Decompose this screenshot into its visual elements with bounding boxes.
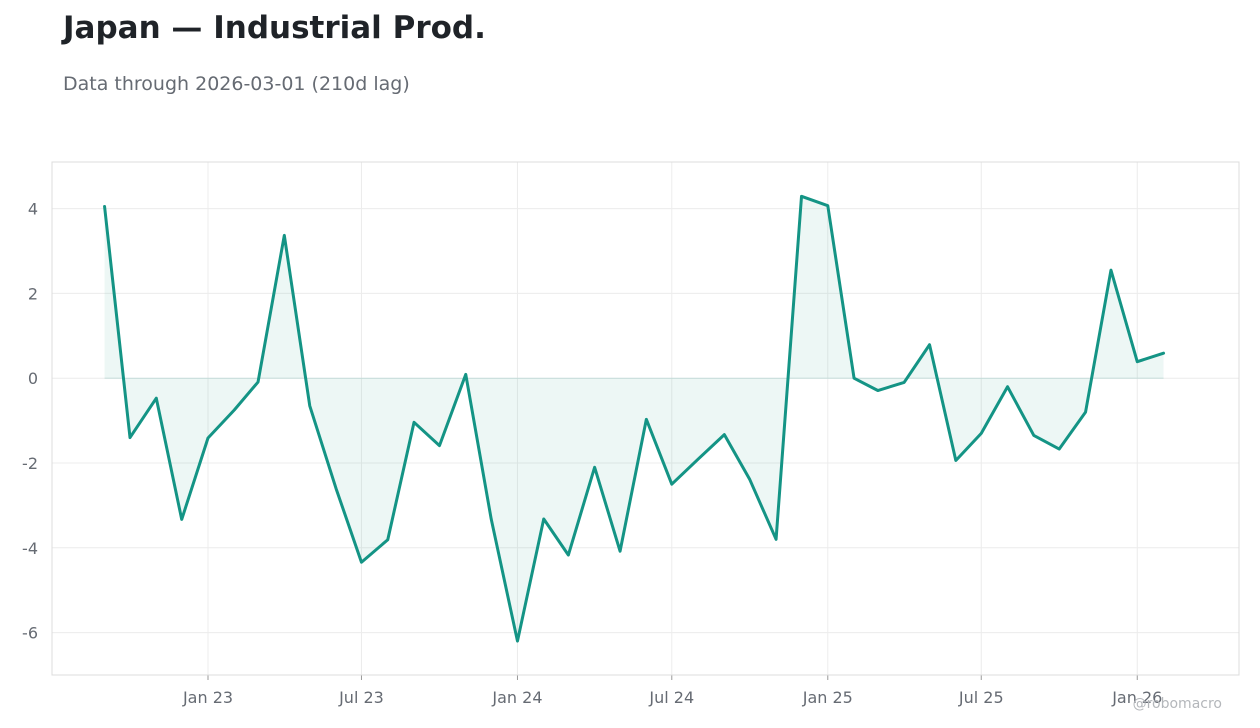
data-point <box>722 433 726 437</box>
data-point <box>542 517 546 521</box>
y-tick-label: -2 <box>22 454 38 473</box>
data-point <box>1006 385 1010 389</box>
data-point <box>437 444 441 448</box>
data-point <box>386 538 390 542</box>
data-point <box>852 376 856 380</box>
data-point <box>954 458 958 462</box>
y-axis-ticks: -6 -4 -2 0 2 4 <box>22 200 38 643</box>
data-point <box>1135 360 1139 364</box>
area-fill-layer <box>104 196 1164 642</box>
data-point <box>748 478 752 482</box>
data-point <box>154 396 158 400</box>
x-tick-label: Jan 23 <box>182 688 233 707</box>
data-point <box>489 517 493 521</box>
data-point <box>1057 447 1061 451</box>
x-tick-label: Jul 24 <box>648 688 694 707</box>
data-point <box>206 436 210 440</box>
x-tick-label: Jul 23 <box>338 688 384 707</box>
x-tick-label: Jan 26 <box>1111 688 1162 707</box>
series-area-fill <box>104 196 1164 642</box>
grid-lines <box>52 162 1239 675</box>
chart-subtitle: Data through 2026-03-01 (210d lag) <box>63 73 410 95</box>
data-point <box>1032 433 1036 437</box>
data-point <box>232 408 236 412</box>
data-point <box>902 380 906 384</box>
data-point <box>1084 410 1088 414</box>
data-point <box>979 431 983 435</box>
y-tick-label: -4 <box>22 539 38 558</box>
data-point <box>128 436 132 440</box>
data-point <box>566 553 570 557</box>
x-axis-ticks: Jan 23 Jul 23 Jan 24 Jul 24 Jan 25 Jul 25 Jan … <box>182 675 1162 707</box>
series-line <box>103 194 1166 643</box>
data-point <box>334 486 338 490</box>
data-point <box>412 420 416 424</box>
data-point <box>826 204 830 208</box>
data-point <box>282 233 286 237</box>
data-point <box>103 205 107 209</box>
data-point <box>515 639 519 643</box>
data-point <box>1162 351 1166 355</box>
data-point <box>928 343 932 347</box>
data-point <box>308 404 312 408</box>
data-point <box>464 372 468 376</box>
x-tick-label: Jul 25 <box>958 688 1004 707</box>
chart-title: Japan — Industrial Prod. <box>63 10 486 46</box>
data-point <box>256 380 260 384</box>
data-point <box>618 549 622 553</box>
series-line-layer <box>103 194 1166 643</box>
x-tick-label: Jan 25 <box>802 688 853 707</box>
data-point <box>359 560 363 564</box>
y-tick-label: 0 <box>28 369 38 388</box>
data-point <box>593 465 597 469</box>
x-tick-label: Jan 24 <box>491 688 542 707</box>
data-point <box>180 517 184 521</box>
data-point <box>800 194 804 198</box>
data-point <box>876 389 880 393</box>
data-point <box>774 537 778 541</box>
data-point <box>670 482 674 486</box>
plot-frame <box>51 161 1240 676</box>
y-tick-label: 2 <box>28 284 38 303</box>
data-point <box>696 457 700 461</box>
y-tick-label: 4 <box>28 200 38 219</box>
y-tick-label: -6 <box>22 624 38 643</box>
data-point <box>1109 268 1113 272</box>
watermark: @robomacro <box>1132 696 1222 712</box>
data-point <box>644 417 648 421</box>
